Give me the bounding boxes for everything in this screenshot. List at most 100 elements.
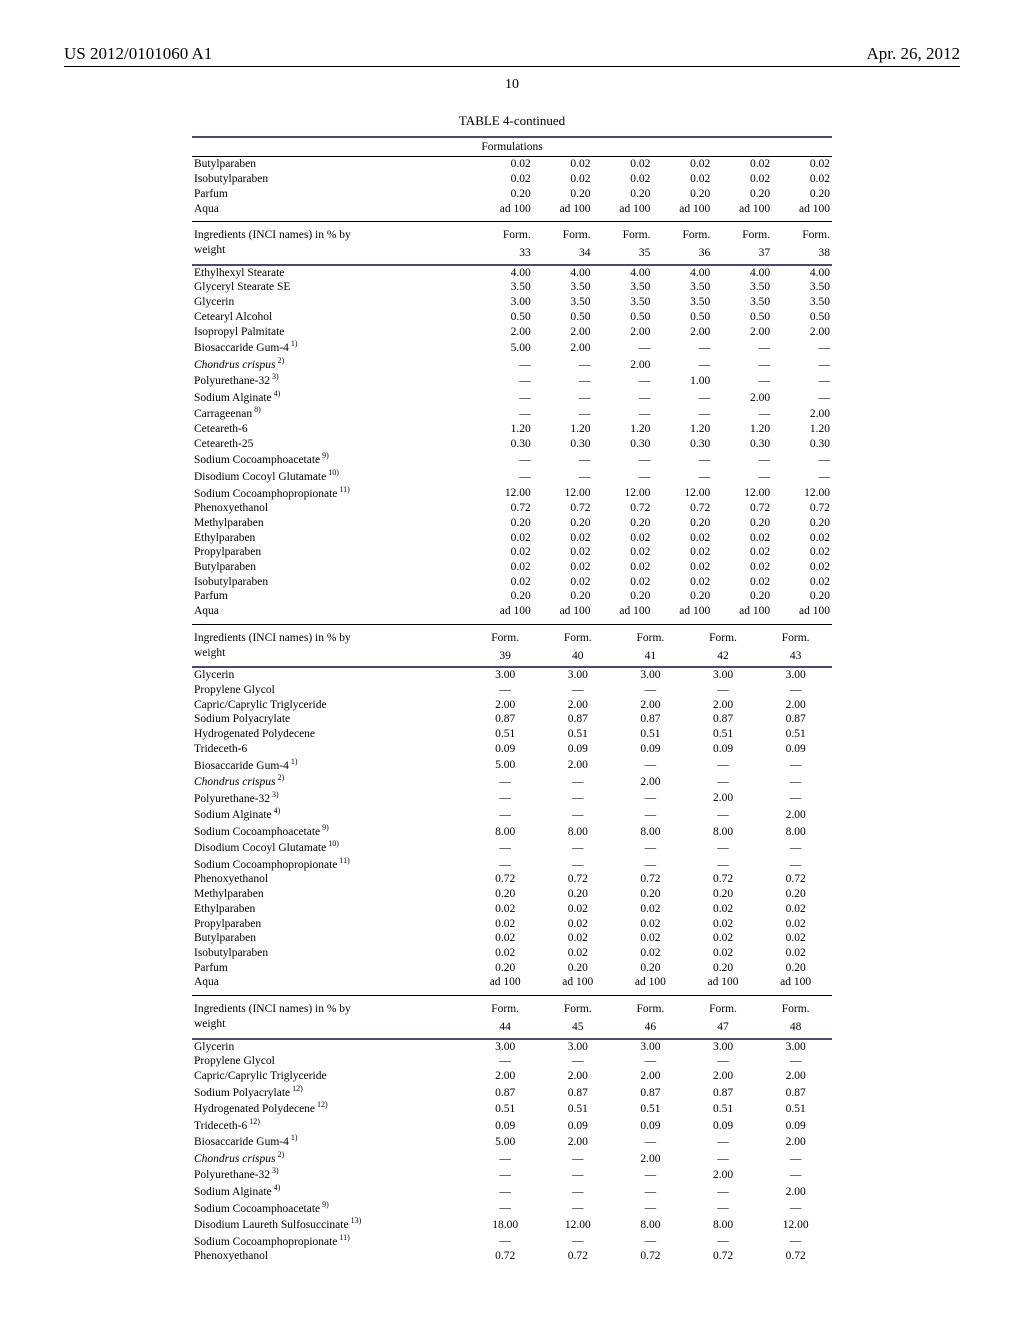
table-cell: ad 100 xyxy=(473,202,533,217)
table-row: Parfum0.200.200.200.200.20 xyxy=(192,961,832,976)
table-cell: 0.87 xyxy=(759,1084,832,1101)
column-header-form-number: 47 xyxy=(687,1020,760,1035)
table-cell: — xyxy=(614,1233,687,1250)
table-cell: — xyxy=(614,790,687,807)
table-cell: — xyxy=(469,856,542,873)
table-cell: — xyxy=(614,856,687,873)
table-cell: — xyxy=(759,790,832,807)
table-cell: 4.00 xyxy=(712,266,772,281)
table-cell: 3.50 xyxy=(712,280,772,295)
table-row: Glyceryl Stearate SE3.503.503.503.503.50… xyxy=(192,280,832,295)
ingredient-name: Ceteareth-6 xyxy=(192,422,473,437)
table-cell: 8.00 xyxy=(614,1216,687,1233)
ingredient-name: Biosaccaride Gum-4 1) xyxy=(192,757,469,774)
table-cell: 2.00 xyxy=(687,1069,760,1084)
table-cell: — xyxy=(759,856,832,873)
table-cell: 2.00 xyxy=(687,698,760,713)
table-cell: 3.50 xyxy=(652,280,712,295)
table-row: Sodium Alginate 4)————2.00— xyxy=(192,389,832,406)
table-cell: — xyxy=(533,356,593,373)
table-cell: 0.02 xyxy=(687,902,760,917)
table-row: Propylparaben0.020.020.020.020.02 xyxy=(192,917,832,932)
table-cell: — xyxy=(687,1183,760,1200)
table-row: Carrageenan 8)—————2.00 xyxy=(192,405,832,422)
column-header-form-number: 44 xyxy=(469,1020,542,1035)
table-row: Sodium Polyacrylate0.870.870.870.870.87 xyxy=(192,712,832,727)
table-cell: — xyxy=(469,839,542,856)
table-cell: 2.00 xyxy=(533,325,593,340)
table-cell: — xyxy=(541,1233,614,1250)
column-header-form: Form. xyxy=(759,624,832,648)
table-cell: 12.00 xyxy=(652,485,712,502)
table-cell: 0.20 xyxy=(652,589,712,604)
table-cell: 1.20 xyxy=(473,422,533,437)
table-cell: ad 100 xyxy=(759,975,832,990)
table-cell: 0.20 xyxy=(614,961,687,976)
table-cell: 2.00 xyxy=(541,757,614,774)
table-cell: 5.00 xyxy=(473,339,533,356)
table-cell: 0.02 xyxy=(533,545,593,560)
column-header-form: Form. xyxy=(759,996,832,1020)
table-cell: 0.20 xyxy=(614,887,687,902)
ingredient-name: Isobutylparaben xyxy=(192,946,469,961)
table-cell: 0.09 xyxy=(614,742,687,757)
table-row: Ethylhexyl Stearate4.004.004.004.004.004… xyxy=(192,266,832,281)
table-row: Biosaccaride Gum-4 1)5.002.00——— xyxy=(192,757,832,774)
table-cell: 0.50 xyxy=(593,310,653,325)
table-cell: — xyxy=(687,1133,760,1150)
ingredient-name: Sodium Cocoamphoacetate 9) xyxy=(192,451,473,468)
table-cell: 0.02 xyxy=(614,946,687,961)
table-cell: — xyxy=(593,372,653,389)
table-cell: — xyxy=(712,451,772,468)
table-cell: — xyxy=(469,1200,542,1217)
table-cell: 0.51 xyxy=(541,1100,614,1117)
table-cell: 0.87 xyxy=(614,1084,687,1101)
table-cell: 4.00 xyxy=(772,266,832,281)
ingredient-name: Ethylhexyl Stearate xyxy=(192,266,473,281)
table-cell: 0.51 xyxy=(759,1100,832,1117)
table-cell: 3.00 xyxy=(687,1040,760,1055)
table-cell: 0.02 xyxy=(593,157,653,172)
table-cell: 0.02 xyxy=(712,575,772,590)
table-cell: 0.02 xyxy=(469,917,542,932)
table-row: Disodium Cocoyl Glutamate 10)————— xyxy=(192,839,832,856)
ingredient-name: Biosaccaride Gum-4 1) xyxy=(192,339,473,356)
table-cell: — xyxy=(533,389,593,406)
column-header-form: Form. xyxy=(652,222,712,246)
table-cell: — xyxy=(712,372,772,389)
table-cell: 3.50 xyxy=(652,295,712,310)
table-cell: 0.02 xyxy=(469,902,542,917)
table-cell: — xyxy=(533,372,593,389)
table-cell: 0.87 xyxy=(469,1084,542,1101)
table-cell: 0.02 xyxy=(593,575,653,590)
table-cell: 0.87 xyxy=(469,712,542,727)
table-cell: — xyxy=(541,839,614,856)
table-cell: — xyxy=(533,468,593,485)
table-cell: 0.72 xyxy=(541,872,614,887)
table-cell: — xyxy=(712,405,772,422)
table-cell: — xyxy=(687,683,760,698)
table-cell: 0.09 xyxy=(687,742,760,757)
ingredient-name: Sodium Alginate 4) xyxy=(192,806,469,823)
table-cell: 0.02 xyxy=(473,575,533,590)
table-cell: 0.02 xyxy=(473,172,533,187)
ingredient-name: Methylparaben xyxy=(192,516,473,531)
table-row: Sodium Cocoamphoacetate 9)————— xyxy=(192,1200,832,1217)
table-section-3: Glycerin3.003.003.003.003.00Propylene Gl… xyxy=(192,668,832,995)
table-cell: 0.02 xyxy=(593,172,653,187)
table-cell: 4.00 xyxy=(593,266,653,281)
table-cell: — xyxy=(759,1150,832,1167)
table-cell: 5.00 xyxy=(469,1133,542,1150)
table-cell: 12.00 xyxy=(712,485,772,502)
column-header-form-number: 35 xyxy=(593,246,653,261)
table-cell: — xyxy=(541,683,614,698)
table-cell: 0.02 xyxy=(469,946,542,961)
table-cell: — xyxy=(652,451,712,468)
table-row: Isobutylparaben0.020.020.020.020.02 xyxy=(192,946,832,961)
table-cell: 3.50 xyxy=(772,280,832,295)
ingredient-name: Parfum xyxy=(192,187,473,202)
table-cell: 0.02 xyxy=(473,531,533,546)
table-cell: 0.20 xyxy=(593,589,653,604)
table-row: Polyurethane-32 3)———1.00—— xyxy=(192,372,832,389)
ingredient-name: Phenoxyethanol xyxy=(192,872,469,887)
